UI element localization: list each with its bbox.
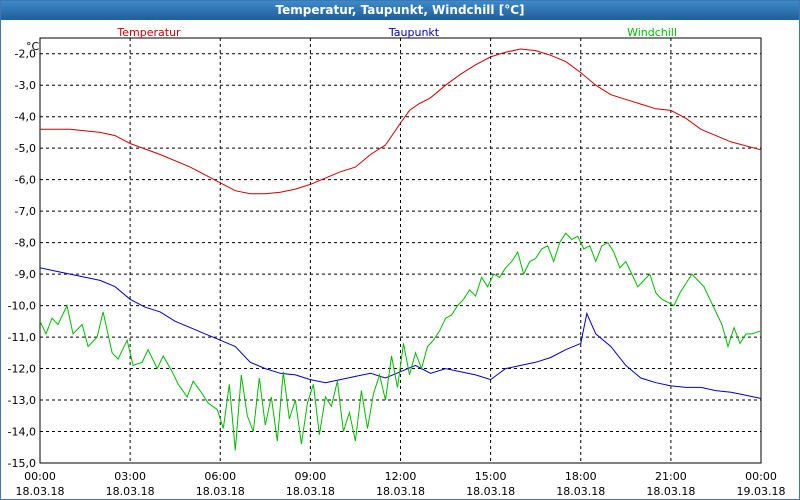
- x-tick-time: 18:00: [565, 470, 597, 483]
- y-tick-label: -14,0: [8, 426, 36, 439]
- plot-border: [39, 37, 762, 464]
- x-tick-time: 00:00: [745, 470, 777, 483]
- window-title: Temperatur, Taupunkt, Windchill [°C]: [1, 1, 799, 20]
- x-tick-time: 21:00: [655, 470, 687, 483]
- y-tick-label: -13,0: [8, 394, 36, 407]
- x-tick-time: 15:00: [475, 470, 507, 483]
- legend: Temperatur Taupunkt Windchill: [116, 26, 677, 39]
- y-tick-label: -15,0: [8, 457, 36, 470]
- grid: [40, 38, 761, 464]
- x-tick-time: 12:00: [385, 470, 417, 483]
- y-axis-unit: °C: [26, 40, 40, 53]
- x-tick-date: 18.03.18: [106, 485, 155, 498]
- plot-frame: [39, 37, 762, 464]
- y-tick-label: -6,0: [15, 174, 36, 187]
- legend-windchill: Windchill: [627, 26, 677, 39]
- x-tick-time: 03:00: [114, 470, 146, 483]
- x-tick-time: 06:00: [204, 470, 236, 483]
- x-tick-date: 18.03.18: [196, 485, 245, 498]
- y-tick-label: -5,0: [15, 142, 36, 155]
- y-tick-label: -9,0: [15, 268, 36, 281]
- x-tick-date: 18.03.18: [376, 485, 425, 498]
- y-tick-label: -3,0: [15, 79, 36, 92]
- series-group: [39, 48, 762, 451]
- x-tick-time: 09:00: [295, 470, 327, 483]
- legend-temperatur: Temperatur: [116, 26, 181, 39]
- x-tick-date: 18.03.18: [466, 485, 515, 498]
- x-tick-date: 18.03.18: [646, 485, 695, 498]
- x-axis: 00:00 18.03.18 03:00 18.03.18 06:00 18.03.18 0…: [16, 470, 786, 498]
- y-tick-label: -7,0: [15, 205, 36, 218]
- x-tick-date: 18.03.18: [16, 485, 65, 498]
- x-tick-date: 18.03.18: [556, 485, 605, 498]
- series-line-windchill: [39, 232, 762, 451]
- y-tick-label: -8,0: [15, 237, 36, 250]
- x-tick-date: 19.03.18: [737, 485, 786, 498]
- y-tick-label: -12,0: [8, 363, 36, 376]
- series-line-temperatur: [40, 48, 762, 195]
- y-tick-label: -11,0: [8, 331, 36, 344]
- x-tick-date: 18.03.18: [286, 485, 335, 498]
- y-tick-label: -4,0: [15, 111, 36, 124]
- x-tick-time: 00:00: [24, 470, 56, 483]
- legend-taupunkt: Taupunkt: [388, 26, 440, 39]
- y-tick-label: -2,0: [15, 48, 36, 61]
- y-axis: °C-2,0 -3,0 -4,0 -5,0 -6,0 -7,0 -8,0 -9,0 -10,0 -…: [8, 40, 40, 470]
- y-tick-label: -10,0: [8, 300, 36, 313]
